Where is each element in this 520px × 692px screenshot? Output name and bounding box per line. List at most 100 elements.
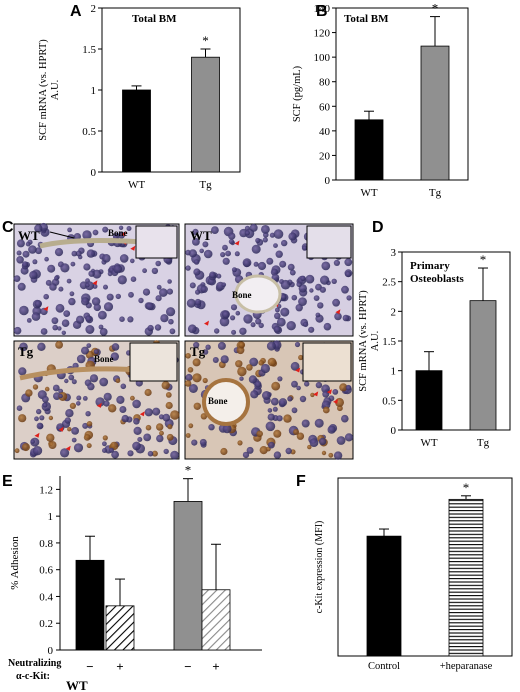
category-label: Tg: [477, 437, 490, 449]
cell-nucleus: [250, 322, 256, 328]
cell-nucleus: [237, 366, 247, 377]
chart-b: 0 20 40 60 80 100 120 140 WT * Tg SCF (pg/mL) Total …: [292, 1, 469, 199]
red-arrowhead: [333, 398, 339, 404]
bar-wt-neutralized: [105, 605, 135, 651]
cell-nucleus: [260, 363, 270, 374]
micrograph-wt-2-bone: Bone: [232, 290, 252, 300]
y-tick-label: 0: [325, 175, 331, 187]
bar-wt-untreated: [75, 559, 105, 651]
cell-nucleus: [155, 295, 162, 302]
y-tick-label: 1: [91, 85, 97, 97]
cell-nucleus: [185, 353, 191, 359]
cell-nucleus: [225, 250, 232, 257]
cell-nucleus: [279, 260, 287, 268]
cell-nucleus: [152, 407, 161, 416]
cell-nucleus: [88, 270, 95, 277]
cell-nucleus: [254, 380, 262, 388]
cell-nucleus: [307, 444, 312, 450]
cell-nucleus: [220, 252, 226, 258]
cell-nucleus: [257, 261, 267, 271]
cell-nucleus: [302, 321, 309, 328]
cell-nucleus: [188, 384, 198, 393]
cell-nucleus: [339, 383, 348, 392]
cell-nucleus: [187, 367, 194, 373]
cell-nucleus: [255, 318, 262, 325]
micrograph-tg-1: Tg Bone: [13, 340, 180, 460]
cell-nucleus: [69, 291, 75, 297]
y-tick-label: 0.6: [39, 565, 53, 577]
y-tick-label: 1: [48, 511, 54, 523]
cell-nucleus: [277, 376, 283, 382]
cell-nucleus: [43, 293, 49, 300]
cell-nucleus: [300, 275, 306, 281]
cell-nucleus: [344, 258, 353, 267]
cell-nucleus: [296, 385, 301, 391]
cell-nucleus: [145, 424, 152, 431]
plot-frame: [335, 7, 469, 181]
cell-nucleus: [265, 421, 276, 432]
cell-nucleus: [32, 259, 38, 265]
cell-nucleus: [111, 450, 119, 459]
cell-nucleus: [333, 259, 340, 266]
cell-nucleus: [289, 269, 296, 276]
cell-nucleus: [109, 447, 114, 453]
bar-wt: [415, 370, 443, 431]
cell-nucleus: [256, 430, 264, 438]
bar-control: [366, 535, 402, 657]
cell-nucleus: [188, 423, 194, 429]
cell-nucleus: [81, 297, 90, 306]
cell-nucleus: [278, 398, 288, 407]
cell-nucleus: [138, 297, 144, 304]
cell-nucleus: [288, 232, 297, 241]
cell-nucleus: [290, 361, 300, 371]
panel-letter-d: D: [372, 219, 384, 236]
y-tick-label: 1.5: [82, 44, 96, 56]
cell-nucleus: [82, 230, 92, 240]
cell-nucleus: [119, 254, 129, 263]
red-arrowhead: [204, 320, 209, 326]
cell-nucleus: [106, 293, 114, 301]
cell-nucleus: [143, 433, 152, 442]
cell-nucleus: [220, 355, 229, 364]
cell-nucleus: [82, 422, 89, 429]
panel-letter-e: E: [2, 473, 13, 490]
cell-nucleus: [199, 438, 207, 446]
cell-nucleus: [202, 241, 209, 248]
cell-nucleus: [165, 401, 173, 410]
cell-nucleus: [299, 395, 307, 403]
red-arrowhead: [121, 231, 126, 237]
cell-nucleus: [36, 408, 42, 415]
cell-nucleus: [219, 316, 230, 327]
red-arrowhead: [58, 426, 64, 432]
cell-nucleus: [286, 321, 296, 331]
chart-d-title-line1: Primary: [410, 260, 450, 272]
cell-nucleus: [85, 283, 90, 288]
cell-nucleus: [127, 316, 134, 323]
cell-nucleus: [309, 288, 314, 293]
cell-nucleus: [231, 329, 237, 335]
cell-nucleus: [57, 326, 62, 331]
micrograph-wt-2: WT Bone: [184, 223, 354, 337]
y-tick-label: 120: [314, 28, 331, 40]
cell-nucleus: [193, 268, 201, 276]
cell-nucleus: [344, 433, 354, 442]
cell-nucleus: [120, 383, 127, 390]
cell-nucleus: [318, 437, 327, 446]
cell-nucleus: [87, 382, 95, 391]
y-axis-label: SCF (pg/mL): [292, 65, 303, 122]
y-tick-label: 100: [314, 52, 331, 64]
cell-nucleus: [328, 452, 334, 458]
micrograph-tg-2: Tg Bone: [184, 340, 354, 460]
cell-nucleus: [60, 448, 70, 458]
cell-nucleus: [166, 433, 174, 441]
cell-nucleus: [262, 391, 271, 400]
panel-letter-c: C: [2, 219, 14, 236]
cell-nucleus: [266, 341, 276, 351]
cell-nucleus: [222, 424, 232, 434]
cell-nucleus: [68, 374, 75, 381]
cell-nucleus: [71, 437, 77, 443]
cell-nucleus: [269, 232, 275, 238]
chart-b-title: Total BM: [344, 13, 389, 25]
cell-nucleus: [200, 285, 208, 293]
cell-nucleus: [17, 282, 26, 291]
